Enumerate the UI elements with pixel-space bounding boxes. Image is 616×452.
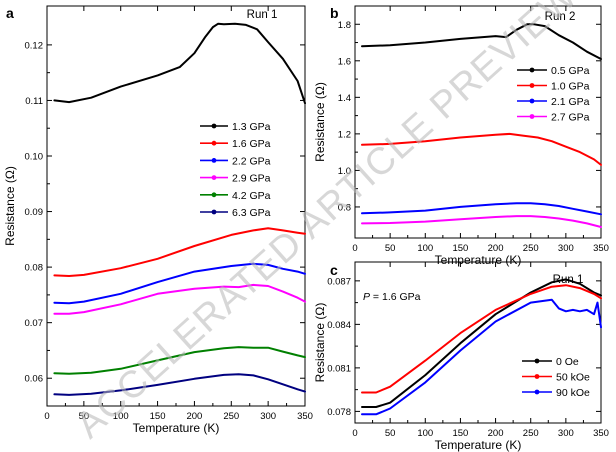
- run-label: Run 1: [553, 274, 584, 286]
- y-tick-label: 0.06: [25, 374, 44, 385]
- x-tick-label: 50: [385, 243, 396, 254]
- x-tick-label: 300: [260, 411, 276, 422]
- x-tick-label: 100: [113, 411, 129, 422]
- series-line-2-7-gpa: [361, 215, 602, 228]
- x-tick-label: 250: [523, 428, 539, 439]
- legend-label: 90 kOe: [556, 387, 590, 399]
- x-tick-label: 50: [385, 428, 396, 439]
- series-line-0-5-gpa: [361, 23, 602, 60]
- y-axis-title: Resistance (Ω): [313, 303, 327, 383]
- x-tick-label: 100: [417, 243, 433, 254]
- series-line-2-9-gpa: [53, 283, 306, 315]
- y-tick-label: 0.081: [327, 363, 351, 374]
- series-line-1-3-gpa: [53, 22, 306, 105]
- x-tick-label: 150: [452, 243, 468, 254]
- x-axis-title: Temperature (K): [435, 438, 522, 452]
- y-tick-label: 0.12: [25, 40, 44, 51]
- run-label: Run 2: [545, 11, 576, 23]
- y-tick-label: 0.8: [338, 202, 351, 213]
- series-line-0-oe: [361, 278, 602, 408]
- series-line-50-koe: [361, 284, 602, 394]
- series-line-90-koe: [361, 298, 602, 416]
- x-tick-label: 300: [558, 428, 574, 439]
- y-tick-label: 0.07: [25, 318, 44, 329]
- legend-label: 2.7 GPa: [551, 112, 590, 124]
- legend-label: 50 kOe: [556, 372, 590, 384]
- x-tick-label: 200: [488, 428, 504, 439]
- legend-label: 1.0 GPa: [551, 81, 590, 93]
- x-tick-label: 150: [150, 411, 166, 422]
- x-tick-label: 0: [352, 428, 357, 439]
- panel-b-chart: 0 50 100 150 200 250 300 350 0.8 1.0 1.2 1.4 1.6 1.8 0…: [313, 5, 609, 267]
- y-tick-label: 1.8: [338, 20, 351, 31]
- x-tick-label: 200: [186, 411, 202, 422]
- legend-marker: [534, 374, 540, 379]
- legend-marker: [529, 114, 535, 119]
- x-tick-label: 350: [297, 411, 313, 422]
- x-tick-label: 350: [593, 428, 609, 439]
- x-tick-label: 200: [488, 243, 504, 254]
- run-label: Run 1: [247, 9, 278, 21]
- y-axis-title: Resistance (Ω): [313, 82, 327, 162]
- y-tick-label: 0.084: [327, 320, 351, 331]
- panel-a-chart: 0 50 100 150 200 250 300 350 0.06 0.07 0.08 0.09 0.1…: [3, 5, 313, 435]
- legend-label: 2.9 GPa: [232, 173, 271, 185]
- series-line-1-0-gpa: [361, 132, 602, 166]
- x-tick-label: 100: [417, 428, 433, 439]
- pressure-symbol: P: [363, 291, 370, 303]
- x-axis-title: Temperature (K): [435, 253, 522, 267]
- y-tick-label: 0.087: [327, 276, 351, 287]
- legend-label: 1.3 GPa: [232, 121, 271, 133]
- series-line-2-2-gpa: [53, 262, 306, 305]
- legend-label: 1.6 GPa: [232, 138, 271, 150]
- y-tick-label: 1.6: [338, 56, 351, 67]
- y-tick-label: 0.08: [25, 263, 44, 274]
- legend-marker: [211, 158, 217, 163]
- legend-label: 4.2 GPa: [232, 190, 271, 202]
- y-axis-title: Resistance (Ω): [3, 166, 17, 246]
- y-tick-label: 0.10: [25, 152, 44, 163]
- series-line-2-1-gpa: [361, 202, 602, 216]
- series-line-6-3-gpa: [53, 373, 306, 396]
- legend-marker: [211, 209, 217, 215]
- x-tick-label: 50: [79, 411, 90, 422]
- x-tick-label: 250: [223, 411, 239, 422]
- legend-label: 6.3 GPa: [232, 207, 271, 219]
- panel-letter: c: [330, 262, 338, 278]
- y-tick-label: 1.0: [338, 166, 351, 177]
- y-tick-label: 0.078: [327, 407, 351, 418]
- x-tick-label: 0: [44, 411, 49, 422]
- y-tick-label: 0.09: [25, 207, 44, 218]
- y-tick-label: 1.2: [338, 129, 351, 140]
- y-tick-label: 1.4: [338, 93, 351, 104]
- x-tick-label: 150: [452, 428, 468, 439]
- legend-marker: [211, 175, 217, 181]
- legend-label: 2.1 GPa: [551, 96, 590, 108]
- legend-marker: [534, 358, 540, 364]
- legend-marker: [529, 83, 535, 88]
- panel-c-chart: 0 50 100 150 200 250 300 350 0.078 0.081 0.084 0.08…: [313, 261, 609, 452]
- x-tick-label: 350: [593, 243, 609, 254]
- series-line-4-2-gpa: [53, 346, 306, 375]
- legend-marker: [529, 98, 535, 104]
- x-axis-title: Temperature (K): [133, 421, 220, 435]
- legend-label: 0 Oe: [556, 356, 579, 368]
- legend-marker: [211, 192, 217, 198]
- legend-marker: [211, 140, 217, 146]
- x-tick-label: 250: [523, 243, 539, 254]
- y-tick-label: 0.11: [25, 96, 43, 107]
- pressure-value: = 1.6 GPa: [370, 291, 421, 303]
- x-tick-label: 300: [558, 243, 574, 254]
- legend-label: 0.5 GPa: [551, 65, 590, 77]
- series-line-1-6-gpa: [53, 227, 306, 277]
- legend-marker: [211, 123, 217, 129]
- pressure-annotation: P = 1.6 GPa: [363, 291, 421, 303]
- legend-label: 2.2 GPa: [232, 155, 271, 167]
- legend-marker: [534, 389, 540, 395]
- x-tick-label: 0: [352, 243, 357, 254]
- panel-letter: a: [6, 5, 14, 21]
- panel-letter: b: [330, 5, 339, 21]
- legend-marker: [529, 67, 535, 73]
